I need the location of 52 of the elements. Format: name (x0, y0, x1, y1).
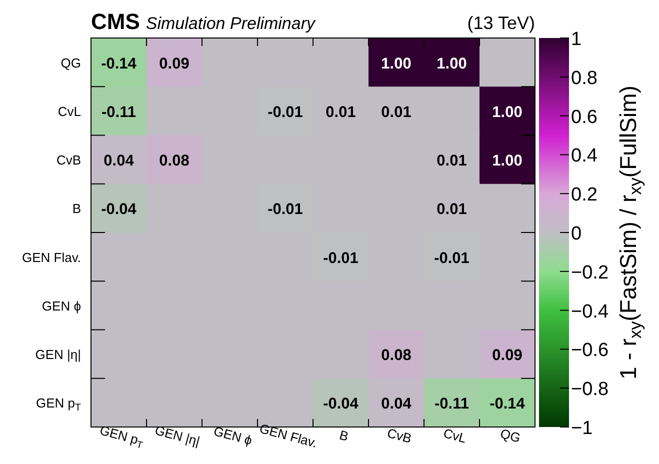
y-tick-label: CvB (56, 152, 81, 168)
y-tick-label: GEN p$_{T}$ (36, 396, 82, 414)
x-tick-label: GEN ϕ (212, 423, 254, 448)
data-label: 0.01 (326, 104, 356, 121)
data-label: 0.01 (381, 104, 412, 121)
data-label: 1.00 (492, 152, 522, 170)
data-label: 0.04 (104, 152, 134, 170)
color-bar-label: 0.8 (571, 68, 598, 89)
chart-title: CMS (91, 9, 140, 34)
data-label: -0.14 (101, 55, 137, 72)
x-tick-label: GEN Flav. (258, 420, 319, 451)
color-bar-label: −0.2 (571, 262, 609, 284)
data-label: 0.04 (381, 396, 412, 413)
data-label: 1.00 (492, 104, 522, 121)
color-bar-label: 0.6 (571, 106, 598, 128)
chart-subtitle: Simulation Preliminary (146, 14, 316, 33)
color-bar-label: 0.4 (571, 146, 598, 167)
data-label: -0.01 (268, 201, 304, 218)
color-bar-label: 0 (571, 224, 582, 244)
y-tick-label: GEN Flav. (22, 250, 81, 265)
x-tick-label: CvL (442, 425, 468, 446)
data-label: -0.14 (490, 396, 526, 413)
data-label: -0.11 (102, 104, 136, 121)
x-tick-label: CvB (386, 425, 414, 446)
data-label: 0.09 (492, 347, 523, 364)
y-tick-label: GEN |η| (35, 347, 81, 362)
y-tick-label: GEN ϕ (42, 298, 81, 314)
data-label: 1.00 (436, 55, 467, 72)
data-label: -0.01 (268, 104, 304, 121)
data-label: 0.01 (436, 152, 468, 170)
data-label: 0.08 (159, 152, 190, 170)
data-label: -0.11 (434, 396, 470, 413)
color-bar-label: −0.6 (571, 340, 609, 362)
data-label: 0.01 (436, 201, 468, 218)
y-tick-label: B (72, 201, 81, 216)
text: (13 TeV) (467, 13, 535, 33)
data-label: 1.00 (381, 55, 412, 72)
color-bar-label: 0.2 (571, 184, 598, 206)
data-label: -0.04 (323, 396, 359, 413)
color-bar-label: −0.4 (571, 301, 609, 322)
color-bar-label: 1 (571, 29, 582, 50)
color-bar-label: −0.8 (571, 379, 609, 400)
data-label: -0.04 (101, 201, 137, 218)
x-tick-label: B (338, 427, 350, 444)
color-bar-label: −1 (571, 418, 593, 439)
y-tick-label: CvL (58, 104, 81, 119)
y-tick-label: QG (60, 55, 81, 70)
x-tick-label: QG (498, 426, 522, 446)
data-label: 0.09 (159, 55, 190, 72)
data-label: -0.01 (434, 250, 470, 267)
data-label: 0.08 (381, 347, 412, 364)
data-label: -0.01 (323, 250, 359, 267)
